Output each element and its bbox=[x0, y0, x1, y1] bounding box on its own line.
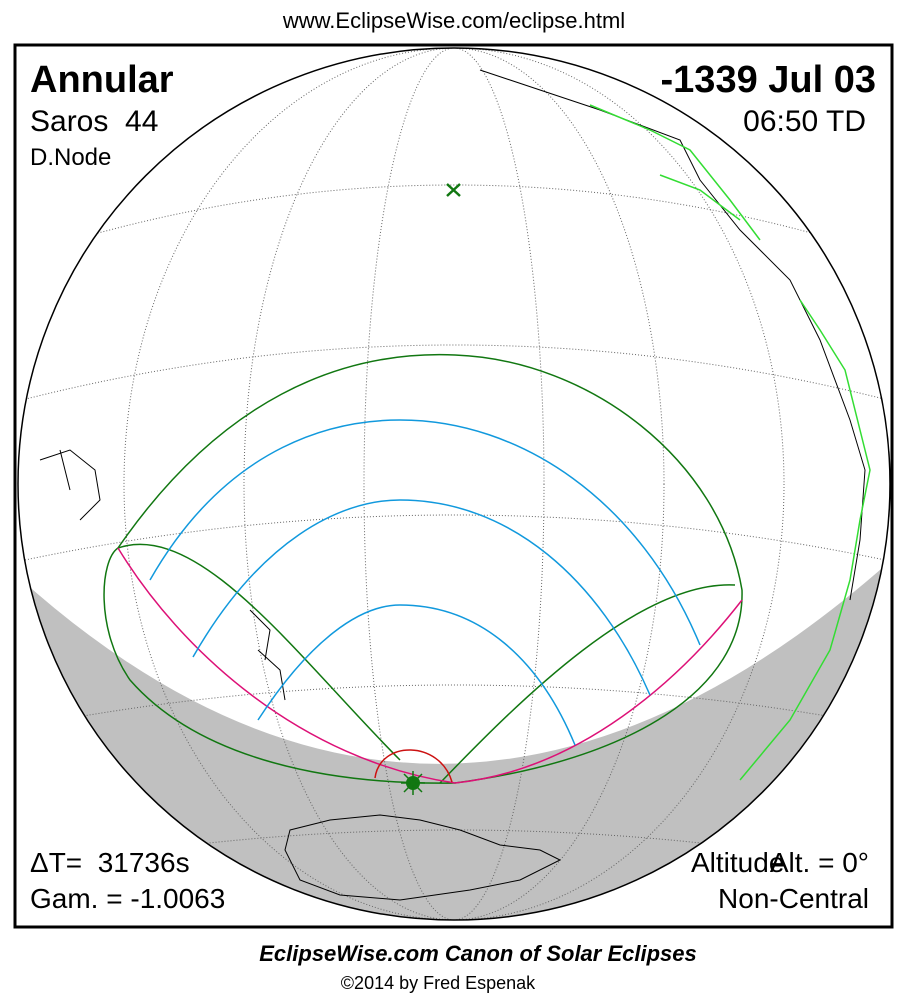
altitude: Alt. = 0° bbox=[770, 847, 869, 878]
rise-set-curve bbox=[117, 543, 736, 784]
footer-title: EclipseWise.com Canon of Solar Eclipses bbox=[259, 941, 697, 966]
eclipse-limit bbox=[374, 749, 453, 783]
magnitude-curve bbox=[257, 604, 576, 746]
magnitude-curve bbox=[149, 419, 701, 646]
time: 06:50 TD bbox=[743, 105, 866, 138]
north-pole-marker bbox=[446, 183, 461, 197]
delta-t: ΔT= 31736s bbox=[30, 847, 190, 878]
saros: Saros 44 bbox=[30, 105, 158, 138]
url: www.EclipseWise.com/eclipse.html bbox=[282, 8, 625, 33]
globe-outline bbox=[17, 47, 891, 921]
penumbral-limit bbox=[103, 353, 743, 784]
max-at-horizon bbox=[117, 547, 743, 784]
date: -1339 Jul 03 bbox=[661, 59, 876, 101]
node: D.Node bbox=[30, 144, 111, 171]
eclipse-type: Annular bbox=[30, 59, 174, 101]
frame bbox=[13, 43, 894, 929]
central: Non-Central bbox=[718, 883, 869, 914]
gamma: Gam. = -1.0063 bbox=[30, 883, 225, 914]
magnitude-curve bbox=[192, 499, 651, 696]
greatest-eclipse-marker bbox=[401, 771, 425, 795]
altitude-word: Altitude bbox=[691, 847, 784, 878]
copyright: ©2014 by Fred Espenak bbox=[341, 973, 536, 993]
